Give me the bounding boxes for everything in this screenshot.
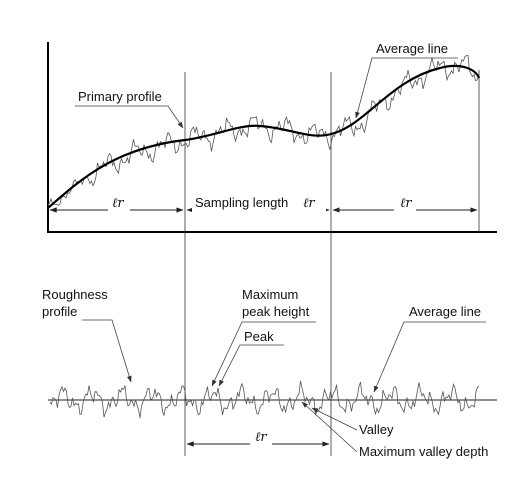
top-average-line (47, 64, 481, 209)
valley-leader (311, 407, 358, 431)
roughness-profile-leader (82, 319, 132, 383)
max-valley-depth-label: Maximum valley depth (359, 444, 488, 459)
bottom-lr-label: ℓr (255, 430, 267, 445)
roughness-profile-label-line2: profile (42, 304, 77, 319)
max-peak-height-leader (211, 321, 316, 387)
top-average-line-leader (355, 57, 458, 119)
top-average-line-label: Average line (376, 41, 448, 56)
top-lr-label-2: ℓr (303, 196, 315, 211)
peak-label: Peak (244, 329, 274, 344)
primary-profile-curve (47, 54, 479, 206)
top-axes (47, 42, 497, 233)
roughness-profile-label-line1: Roughness (42, 287, 108, 302)
max-peak-height-label-line1: Maximum (242, 287, 298, 302)
top-lr-label-3: ℓr (400, 196, 412, 211)
bottom-average-line-label: Average line (409, 304, 481, 319)
max-valley-depth-leader (301, 401, 358, 453)
max-peak-height-label-line2: peak height (242, 304, 310, 319)
peak-leader (218, 344, 284, 387)
top-lr-label-1: ℓr (112, 196, 124, 211)
sampling-length-label: Sampling length (195, 195, 288, 210)
primary-profile-leader (75, 105, 184, 129)
valley-label: Valley (359, 422, 394, 437)
roughness-profile-curve (49, 380, 480, 419)
primary-profile-label: Primary profile (78, 89, 162, 104)
bottom-average-line-leader (373, 321, 486, 393)
